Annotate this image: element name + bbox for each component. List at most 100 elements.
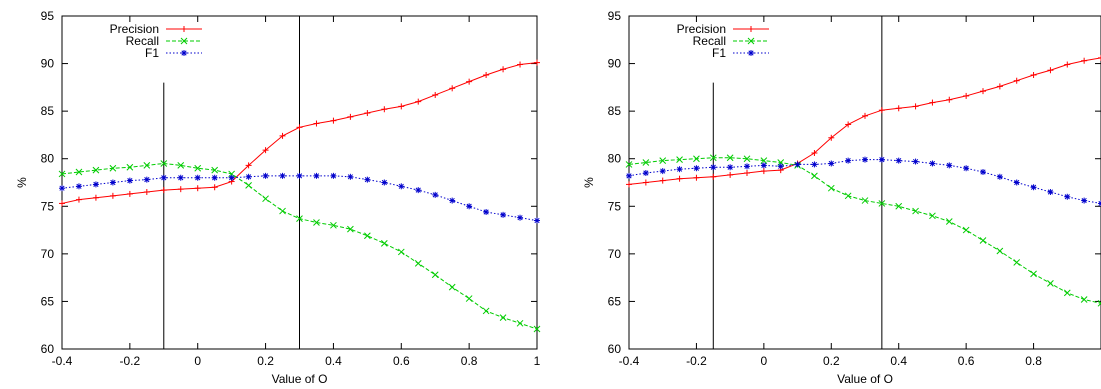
data-point-f1 <box>929 160 935 166</box>
data-point-precision <box>1047 67 1053 73</box>
legend-marker-precision <box>748 26 754 32</box>
legend-label-f1: F1 <box>712 46 726 60</box>
data-point-f1 <box>432 192 438 198</box>
data-point-f1 <box>963 165 969 171</box>
y-tick-label: 80 <box>41 152 55 166</box>
data-point-f1 <box>364 177 370 183</box>
x-tick-label: 0.8 <box>1025 354 1042 368</box>
x-tick-label: 0.4 <box>890 354 907 368</box>
x-axis-label: Value of O <box>837 372 893 386</box>
data-point-f1 <box>280 173 286 179</box>
data-point-f1 <box>229 175 235 181</box>
data-point-precision <box>212 184 218 190</box>
legend-marker-f1 <box>181 50 187 56</box>
data-point-f1 <box>828 160 834 166</box>
data-point-recall <box>364 233 370 239</box>
data-point-recall <box>980 238 986 244</box>
data-point-precision <box>195 185 201 191</box>
y-tick-label: 95 <box>41 9 55 23</box>
data-point-f1 <box>195 175 201 181</box>
data-point-precision <box>127 191 133 197</box>
x-tick-label: -0.2 <box>686 354 707 368</box>
data-point-recall <box>381 240 387 246</box>
x-tick-label: 0 <box>761 354 768 368</box>
data-point-precision <box>727 172 733 178</box>
data-point-recall <box>946 219 952 225</box>
data-point-f1 <box>178 175 184 181</box>
data-point-precision <box>744 170 750 176</box>
data-point-precision <box>913 103 919 109</box>
data-point-f1 <box>313 173 319 179</box>
data-point-precision <box>963 93 969 99</box>
data-point-f1 <box>500 212 506 218</box>
data-point-precision <box>660 178 666 184</box>
data-point-f1 <box>110 180 116 186</box>
data-point-recall <box>811 173 817 179</box>
data-point-f1 <box>398 183 404 189</box>
data-point-precision <box>297 124 303 130</box>
data-point-precision <box>161 187 167 193</box>
data-point-f1 <box>693 165 699 171</box>
data-point-f1 <box>795 161 801 167</box>
data-point-precision <box>997 83 1003 89</box>
data-point-f1 <box>483 209 489 215</box>
x-tick-label: 0.6 <box>393 354 410 368</box>
data-point-precision <box>364 110 370 116</box>
data-point-f1 <box>761 162 767 168</box>
data-point-precision <box>693 175 699 181</box>
data-point-recall <box>415 260 421 266</box>
y-tick-label: 70 <box>608 247 622 261</box>
data-point-f1 <box>347 174 353 180</box>
data-point-precision <box>483 72 489 78</box>
data-point-f1 <box>534 218 540 224</box>
data-point-recall <box>449 284 455 290</box>
data-point-recall <box>1014 259 1020 265</box>
data-point-f1 <box>263 173 269 179</box>
y-tick-label: 65 <box>41 294 55 308</box>
data-point-precision <box>330 118 336 124</box>
y-tick-label: 90 <box>41 57 55 71</box>
data-point-precision <box>449 85 455 91</box>
data-point-f1 <box>727 164 733 170</box>
data-point-precision <box>879 107 885 113</box>
plot-frame <box>629 16 1101 349</box>
chart-panel-right: 6065707580859095-0.4 -0.2 0 0.2 0.4 0.6 0.8Val… <box>582 9 1101 386</box>
x-tick-label: 0.6 <box>958 354 975 368</box>
x-tick-label: 0.2 <box>823 354 840 368</box>
data-point-recall <box>432 272 438 278</box>
y-tick-label: 90 <box>608 57 622 71</box>
data-point-f1 <box>660 168 666 174</box>
data-point-recall <box>398 249 404 255</box>
x-tick-label: -0.2 <box>120 354 141 368</box>
data-point-precision <box>946 97 952 103</box>
data-point-f1 <box>517 215 523 221</box>
data-point-f1 <box>997 174 1003 180</box>
data-point-precision <box>1031 72 1037 78</box>
x-tick-label: -0.4 <box>52 354 73 368</box>
x-tick-label: 0.2 <box>257 354 274 368</box>
y-tick-label: 65 <box>608 294 622 308</box>
data-point-f1 <box>1014 180 1020 186</box>
data-point-f1 <box>127 178 133 184</box>
data-point-precision <box>178 186 184 192</box>
data-point-precision <box>929 100 935 106</box>
x-tick-label: 0.8 <box>461 354 478 368</box>
data-point-recall <box>997 248 1003 254</box>
data-point-precision <box>313 121 319 127</box>
data-point-recall <box>913 208 919 214</box>
x-axis-label: Value of O <box>272 372 328 386</box>
data-point-precision <box>677 176 683 182</box>
series-line-f1 <box>629 160 1101 204</box>
data-point-f1 <box>144 177 150 183</box>
data-point-precision <box>1014 78 1020 84</box>
data-point-recall <box>280 208 286 214</box>
legend-marker-precision <box>181 26 187 32</box>
data-point-precision <box>76 197 82 203</box>
data-point-f1 <box>466 203 472 209</box>
data-point-f1 <box>879 157 885 163</box>
data-point-recall <box>1047 280 1053 286</box>
data-point-f1 <box>415 187 421 193</box>
data-point-f1 <box>778 163 784 169</box>
data-point-f1 <box>449 198 455 204</box>
data-point-precision <box>1081 58 1087 64</box>
